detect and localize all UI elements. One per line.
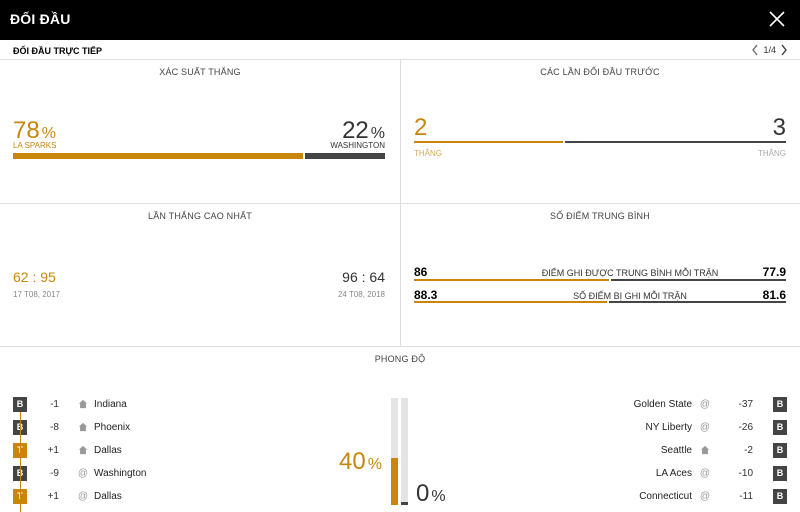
away-biggest-win-date: 24 T08, 2018 [337,290,385,299]
point-diff: +1 [47,445,59,456]
point-diff: -9 [50,468,59,479]
form-game-row: Connecticut @ -11 B [587,489,787,507]
at-icon: @ [77,491,89,502]
opponent-name: Washington [94,468,147,479]
opponent-name: LA Aces [655,468,692,479]
modal-title: ĐỐI ĐẦU [10,11,71,27]
home-previous-wins: 2 [414,114,428,141]
avg-scored-label: ĐIỂM GHI ĐƯỢC TRUNG BÌNH MỖI TRẬN [541,268,719,278]
chevron-right-icon[interactable] [780,44,788,56]
form-game-row: Seattle -2 B [587,443,787,461]
divider [0,346,800,347]
away-avg-conceded-bar [609,301,786,303]
home-form-gauge-track [391,398,398,505]
point-diff: -37 [738,399,753,410]
result-badge: B [773,443,787,458]
away-team-name: WASHINGTON [330,141,385,150]
previous-meetings-title: CÁC LẦN ĐỐI ĐẦU TRƯỚC [540,67,660,77]
opponent-name: Connecticut [639,491,692,502]
away-wins-label: THẮNG [758,149,786,158]
home-team-name: LA SPARKS [13,141,57,150]
at-icon: @ [77,468,89,479]
point-diff: -1 [50,399,59,410]
result-badge: B [773,420,787,435]
subheader-bar: ĐỐI ĐẦU TRỰC TIẾP 1/4 [0,40,800,60]
home-icon [77,399,89,411]
divider [400,60,401,346]
form-title: PHONG ĐỘ [374,354,426,364]
home-avg-scored: 86 [414,265,428,279]
pager: 1/4 [751,43,788,57]
avg-conceded-row: 88.3 SỐ ĐIỂM BỊ GHI MỖI TRẬN 81.6 [414,288,786,302]
form-game-row: T+1@Dallas [13,489,213,507]
away-win-bar [305,153,385,159]
home-avg-scored-bar [414,279,609,281]
home-form-percent: 40% [339,448,382,475]
form-game-row: NY Liberty @ -26 B [587,420,787,438]
form-game-row: B -1 Indiana [13,397,213,415]
home-icon [77,445,89,457]
away-biggest-win-score: 96 : 64 [342,269,385,285]
at-icon: @ [699,468,711,479]
chevron-left-icon[interactable] [751,44,759,56]
form-game-row: B-9@Washington [13,466,213,484]
opponent-name: Dallas [94,491,122,502]
avg-conceded-label: SỐ ĐIỂM BỊ GHI MỖI TRẬN [573,291,687,301]
away-form-percent: 0% [416,480,446,507]
home-icon [77,422,89,434]
away-meetings-bar [565,141,786,143]
home-meetings-bar [414,141,563,143]
away-win-probability: 22% [342,117,385,144]
point-diff: -10 [738,468,753,479]
result-badge: B [13,397,27,412]
result-badge: B [773,489,787,504]
home-form-gauge-fill [391,458,398,505]
home-avg-conceded-bar [414,301,607,303]
point-diff: +1 [47,491,59,502]
home-biggest-win-score: 62 : 95 [13,269,56,285]
home-win-bar [13,153,303,159]
form-game-row: Golden State @ -37 B [587,397,787,415]
away-form-gauge-fill [401,502,408,505]
page-indicator: 1/4 [763,45,776,55]
win-probability-title: XÁC SUẤT THẮNG [159,67,241,77]
point-diff: -2 [744,445,753,456]
away-previous-wins: 3 [772,114,786,141]
result-badge: B [773,466,787,481]
away-form-gauge-track [401,398,408,505]
result-badge: B [773,397,787,412]
opponent-name: Golden State [633,399,692,410]
home-wins-label: THẮNG [414,149,442,158]
at-icon: @ [699,422,711,433]
at-icon: @ [699,399,711,410]
home-icon [699,445,711,457]
away-avg-scored: 77.9 [762,265,786,279]
point-diff: -11 [739,491,753,502]
form-game-row: LA Aces @ -10 B [587,466,787,484]
point-diff: -26 [738,422,753,433]
point-diff: -8 [50,422,59,433]
home-win-probability: 78% [13,117,56,144]
opponent-name: Seattle [660,445,692,456]
biggest-win-title: LẦN THẮNG CAO NHẤT [148,211,252,221]
average-points-title: SỐ ĐIỂM TRUNG BÌNH [550,211,650,221]
home-avg-conceded: 88.3 [414,288,438,302]
away-avg-conceded: 81.6 [762,288,786,302]
form-timeline-line [20,412,21,512]
subheader-label: ĐỐI ĐẦU TRỰC TIẾP [13,46,102,56]
home-biggest-win-date: 17 T08, 2017 [13,290,61,299]
modal-header: ĐỐI ĐẦU [0,0,800,40]
away-avg-scored-bar [611,279,786,281]
close-icon[interactable] [766,8,788,30]
opponent-name: NY Liberty [645,422,692,433]
avg-scored-row: 86 ĐIỂM GHI ĐƯỢC TRUNG BÌNH MỖI TRẬN 77.… [414,265,786,279]
opponent-name: Dallas [94,445,122,456]
at-icon: @ [699,491,711,502]
opponent-name: Indiana [94,399,127,410]
opponent-name: Phoenix [94,422,131,433]
